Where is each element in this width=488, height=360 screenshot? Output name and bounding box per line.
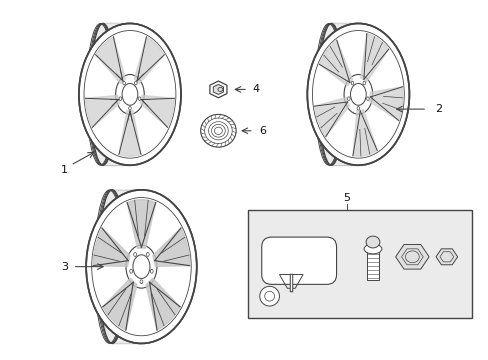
Ellipse shape (364, 244, 381, 254)
Ellipse shape (126, 245, 157, 288)
Polygon shape (127, 200, 155, 248)
Ellipse shape (366, 97, 368, 100)
Ellipse shape (356, 107, 359, 110)
Ellipse shape (218, 87, 223, 91)
Bar (366, 249, 378, 280)
Ellipse shape (362, 81, 365, 85)
Ellipse shape (306, 23, 408, 165)
Polygon shape (314, 98, 349, 136)
Ellipse shape (146, 252, 149, 256)
Ellipse shape (122, 81, 125, 85)
Ellipse shape (129, 269, 132, 273)
Ellipse shape (86, 190, 196, 343)
Polygon shape (395, 244, 428, 269)
Polygon shape (435, 249, 457, 265)
Text: 2: 2 (434, 104, 441, 114)
Ellipse shape (128, 107, 131, 110)
Polygon shape (96, 37, 125, 84)
Ellipse shape (366, 236, 379, 248)
Ellipse shape (344, 75, 372, 114)
Ellipse shape (116, 75, 144, 114)
Polygon shape (319, 40, 352, 86)
Ellipse shape (347, 97, 349, 100)
Polygon shape (93, 228, 130, 266)
Text: 4: 4 (252, 84, 260, 94)
Polygon shape (102, 278, 137, 330)
Polygon shape (79, 23, 130, 165)
Ellipse shape (138, 97, 141, 100)
Ellipse shape (133, 252, 136, 256)
Ellipse shape (140, 280, 142, 284)
Polygon shape (85, 95, 120, 127)
Polygon shape (145, 278, 180, 330)
Ellipse shape (79, 23, 181, 165)
Text: 3: 3 (61, 262, 68, 272)
Polygon shape (153, 228, 189, 266)
Ellipse shape (350, 81, 353, 85)
Polygon shape (360, 33, 388, 82)
Text: 5: 5 (343, 193, 349, 203)
Polygon shape (140, 95, 174, 127)
Polygon shape (368, 87, 402, 121)
Text: 1: 1 (61, 165, 68, 175)
Ellipse shape (134, 81, 137, 85)
Polygon shape (119, 111, 141, 156)
Circle shape (259, 286, 279, 306)
Polygon shape (86, 190, 141, 343)
FancyBboxPatch shape (261, 237, 336, 284)
Polygon shape (352, 110, 376, 156)
Bar (247, 210, 471, 318)
Polygon shape (213, 84, 223, 94)
Ellipse shape (119, 97, 122, 100)
Polygon shape (307, 23, 358, 165)
Ellipse shape (150, 269, 153, 273)
Polygon shape (134, 37, 164, 84)
Text: 6: 6 (258, 126, 265, 136)
